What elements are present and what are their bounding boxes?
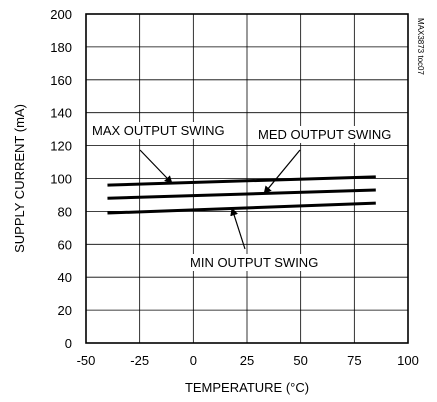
annotation-label-bg bbox=[89, 122, 228, 139]
plot-frame bbox=[85, 13, 409, 344]
y-axis-label: SUPPLY CURRENT (mA) bbox=[12, 104, 27, 253]
annotation-label: MIN OUTPUT SWING bbox=[190, 255, 318, 270]
y-tick-label: 80 bbox=[58, 204, 72, 219]
y-tick-label: 40 bbox=[58, 270, 72, 285]
y-tick-label: 20 bbox=[58, 303, 72, 318]
y-tick-label: 180 bbox=[50, 40, 72, 55]
figure-code: MAX3873 toc07 bbox=[416, 18, 425, 75]
series-line bbox=[107, 201, 376, 215]
annotation-arrow bbox=[230, 207, 246, 250]
annotation-arrow bbox=[263, 149, 301, 195]
x-tick-label: 75 bbox=[347, 353, 361, 368]
x-tick-label: 100 bbox=[397, 353, 419, 368]
annotation-label: MED OUTPUT SWING bbox=[258, 127, 391, 142]
annotation-arrow bbox=[139, 149, 173, 184]
y-tick-label: 0 bbox=[65, 336, 72, 351]
x-tick-label: -25 bbox=[130, 353, 149, 368]
tick-labels: -50 -25 0 25 50 75 100 0 20 40 60 80 100 120 140 160 180… bbox=[50, 7, 419, 368]
x-axis-label: TEMPERATURE (°C) bbox=[185, 380, 309, 395]
series-line bbox=[107, 175, 376, 187]
series-lines bbox=[107, 175, 376, 215]
x-tick-label: 25 bbox=[240, 353, 254, 368]
y-tick-label: 60 bbox=[58, 237, 72, 252]
annotation-label-bg bbox=[255, 126, 395, 143]
x-tick-label: -50 bbox=[77, 353, 96, 368]
y-tick-label: 200 bbox=[50, 7, 72, 22]
annotation-label-bg bbox=[187, 254, 322, 271]
x-tick-label: 50 bbox=[293, 353, 307, 368]
y-tick-label: 120 bbox=[50, 139, 72, 154]
series-line bbox=[107, 188, 376, 200]
y-tick-label: 140 bbox=[50, 106, 72, 121]
annotations: MAX OUTPUT SWING MED OUTPUT SWING MIN OUTP… bbox=[89, 122, 395, 271]
y-tick-label: 160 bbox=[50, 73, 72, 88]
annotation-label: MAX OUTPUT SWING bbox=[92, 123, 225, 138]
x-tick-label: 0 bbox=[190, 353, 197, 368]
y-tick-label: 100 bbox=[50, 172, 72, 187]
